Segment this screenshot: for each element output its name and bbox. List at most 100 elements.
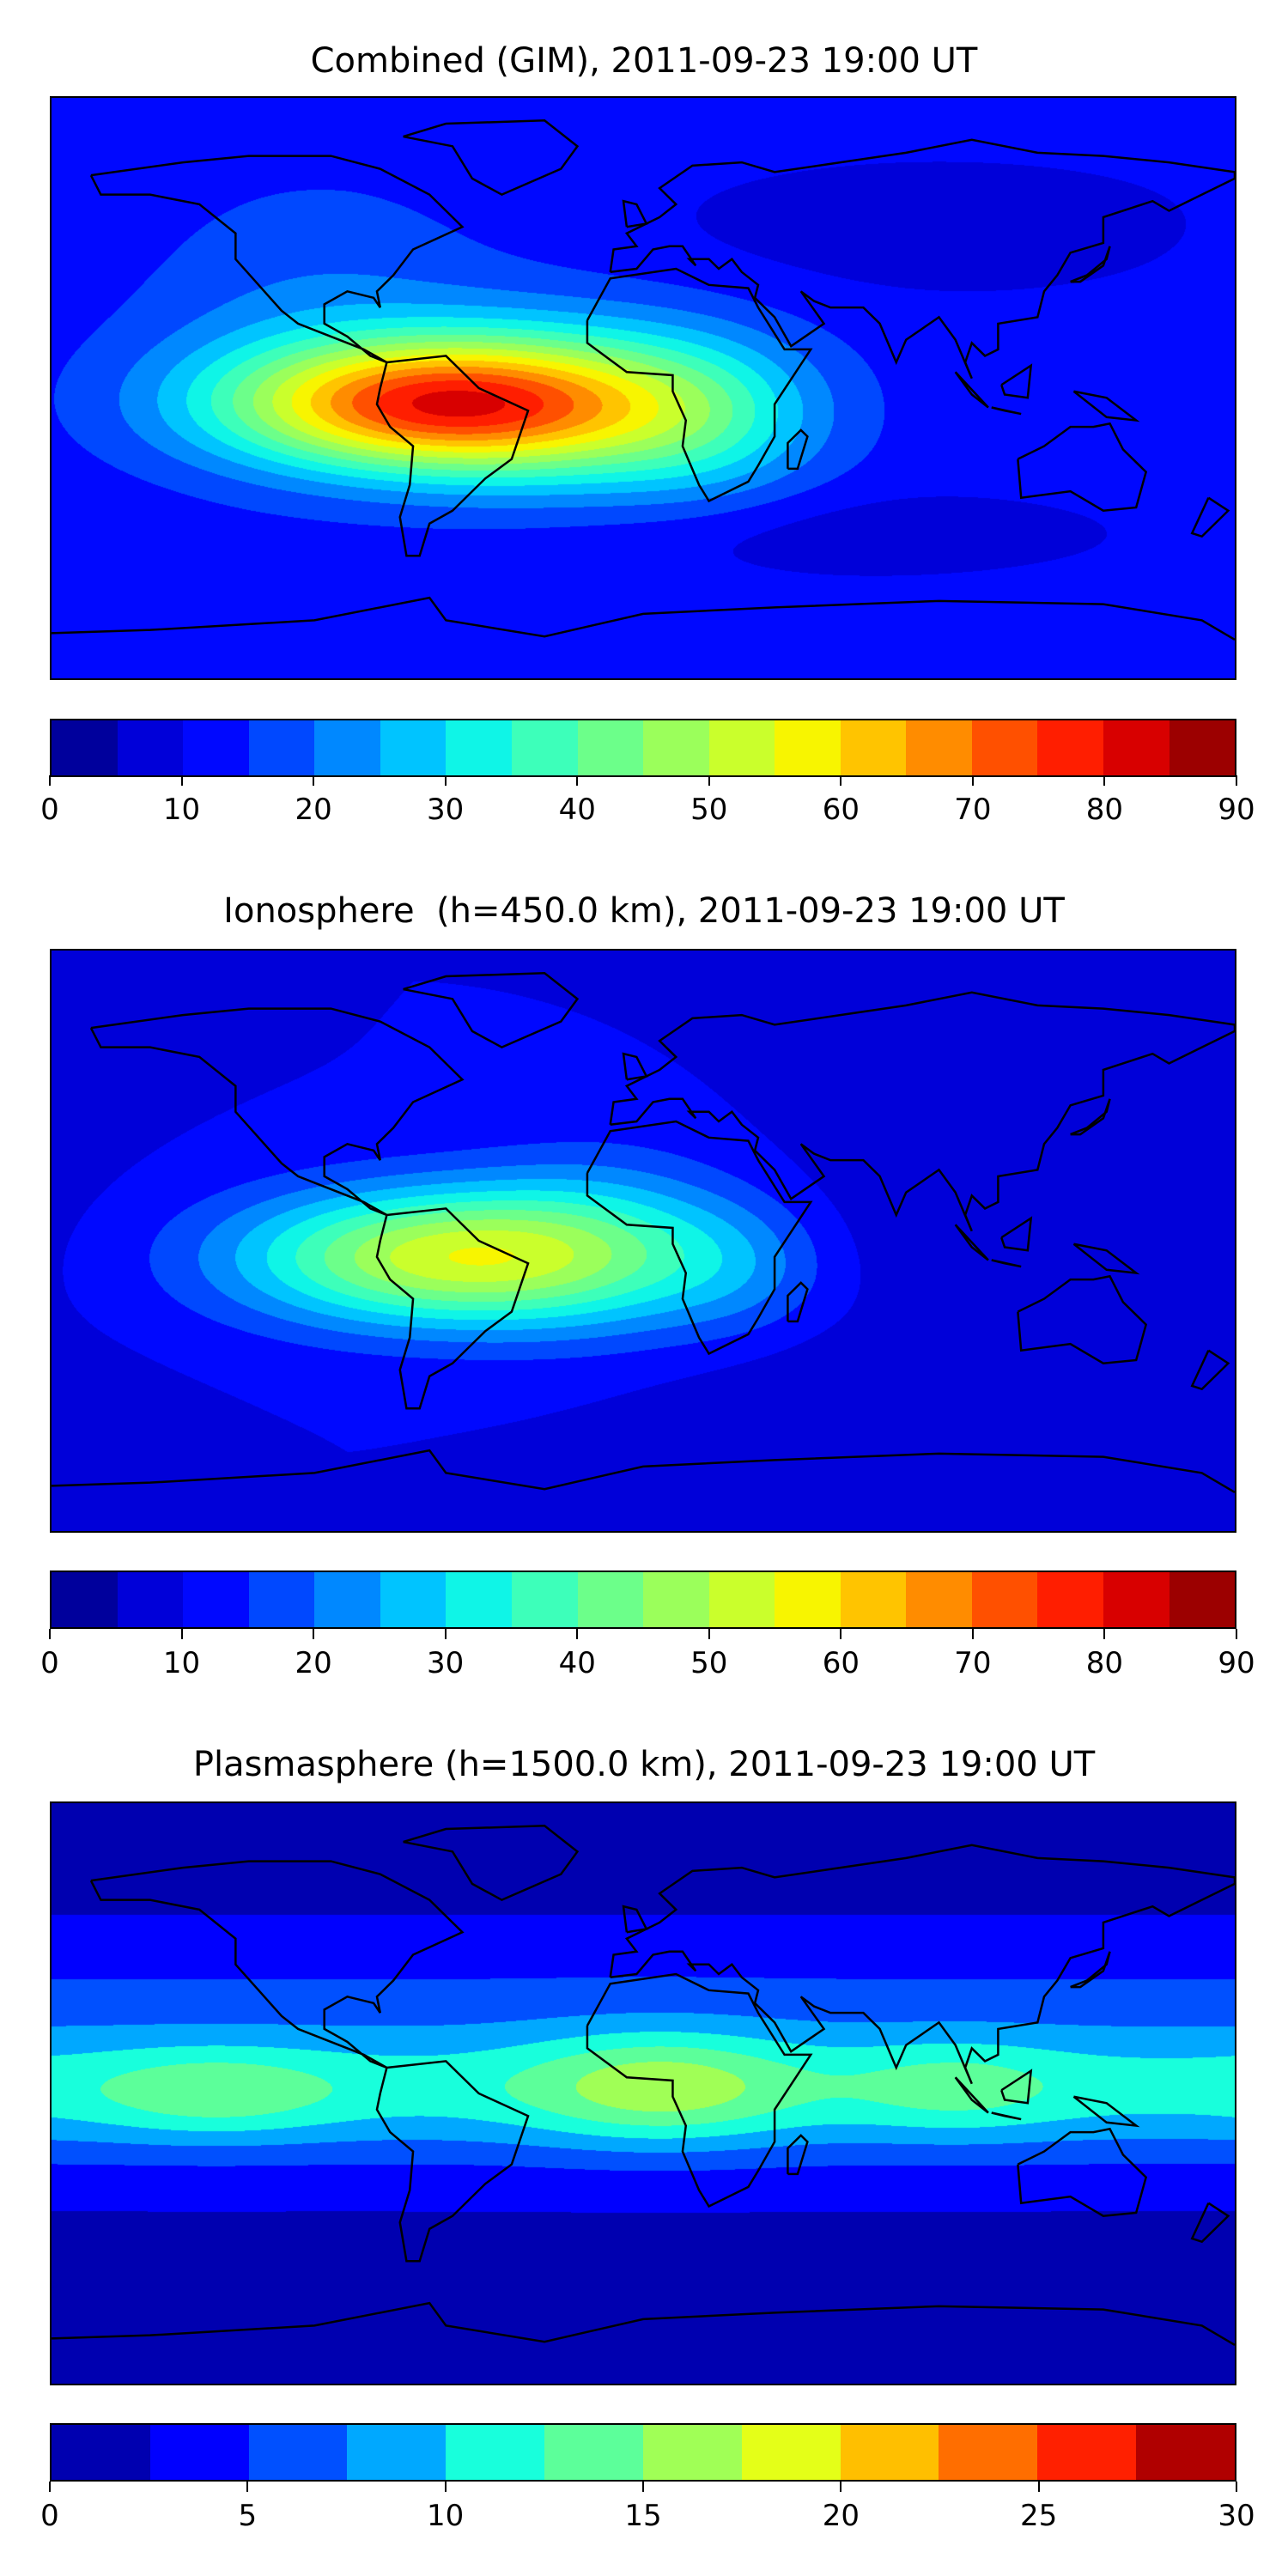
colorbar-tick [313,1629,315,1639]
colorbar-bin [446,720,512,775]
colorbar-tick-label: 10 [162,1646,201,1680]
colorbar-bin [248,1572,315,1627]
colorbar-bin [642,2425,742,2480]
colorbar-bin [840,1572,907,1627]
colorbar-tick [246,2482,249,2492]
colorbar-tick [971,775,974,786]
heatmap-field [52,98,1235,678]
colorbar-bin [52,1572,118,1627]
colorbar-bin [1169,720,1236,775]
coastline [992,1261,1021,1267]
coastline [623,1906,647,1932]
colorbar-tick [1236,1629,1237,1639]
colorbar-tick-label: 25 [1020,2499,1058,2533]
colorbar-tick-label: 70 [954,793,992,827]
map-ionosphere [50,949,1236,1533]
colorbar-tick-label: 30 [427,1646,465,1680]
colorbar-bin [544,2425,643,2480]
colorbar-tick-label: 40 [558,1646,596,1680]
colorbar-bin [775,1572,841,1627]
coastline [91,1009,463,1215]
colorbar-tick [1236,775,1237,786]
colorbar-tick [444,1629,447,1639]
coastline [1018,423,1145,510]
coastline [1073,392,1136,421]
colorbar-tick-label: 20 [822,2499,860,2533]
colorbar-bin [52,720,118,775]
colorbar-bin [577,1572,644,1627]
colorbar-tick [840,2482,842,2492]
panel-title-combined: Combined (GIM), 2011-09-23 19:00 UT [310,41,978,81]
colorbar-bin [643,1572,709,1627]
colorbar-tick [576,775,579,786]
colorbar-bin [511,1572,578,1627]
colorbar-tick [1103,1629,1106,1639]
coastline [377,2061,528,2261]
map-plasmasphere [50,1801,1236,2385]
coastline [1073,1244,1136,1273]
colorbar-tick [1236,2482,1237,2492]
coastline [611,1845,1235,2084]
coastline [587,269,811,501]
coastline [787,1283,807,1321]
colorbar-bin [1103,1572,1170,1627]
colorbar-tick [1037,2482,1040,2492]
coastline [1073,2097,1136,2126]
coastline [1001,2071,1030,2104]
colorbar-ticks-plasmasphere: 0 5 10 15 20 25 30 [40,2482,1255,2533]
colorbar-tick-label: 50 [690,1646,728,1680]
colorbar-bin [117,720,184,775]
colorbar-tick-label: 30 [1218,2499,1255,2533]
coastline [404,973,578,1047]
colorbar-tick [840,1629,842,1639]
coastline [1192,2203,1228,2242]
colorbar-tick [708,775,710,786]
panel-title-ionosphere: Ionosphere (h=450.0 km), 2011-09-23 19:0… [223,891,1065,931]
colorbar-bin [347,2425,447,2480]
colorbar-tick [576,1629,579,1639]
colorbar-bin [511,720,578,775]
colorbar-bin [446,2425,545,2480]
coastline [52,2303,1235,2345]
colorbar-bin [380,720,447,775]
colorbar-tick-label: 15 [624,2499,662,2533]
coastline [404,1826,578,1899]
map-combined [50,96,1236,680]
colorbar-tick-label: 70 [954,1646,992,1680]
colorbar-tick-label: 90 [1218,793,1255,827]
coastline [623,201,647,227]
colorbar-bin [741,2425,841,2480]
coastline [956,1224,988,1260]
colorbar-bin [446,1572,512,1627]
coastline [52,1450,1235,1492]
colorbar-bin [183,1572,249,1627]
coastline [1018,2129,1145,2215]
coastline [787,2136,807,2174]
colorbar-bin [708,720,775,775]
colorbar-bin [117,1572,184,1627]
coastline [52,598,1235,640]
colorbar-tick-label: 0 [40,793,59,827]
colorbar-bin [183,720,249,775]
coastline [377,355,528,556]
colorbar-bin [840,720,907,775]
colorbar-tick [971,1629,974,1639]
colorbar-tick [49,1629,51,1639]
coastline [404,120,578,194]
colorbar-bin [840,2425,939,2480]
coastline [956,372,988,407]
colorbar-bin [906,720,972,775]
coastline [623,1054,647,1079]
coastline [91,156,463,362]
colorbar-tick [313,775,315,786]
colorbar-tick-label: 20 [295,1646,332,1680]
coastline [91,1862,463,2068]
coastline [611,993,1235,1231]
colorbar-ticks-combined: 0 10 20 30 40 50 60 70 80 90 [40,775,1255,827]
colorbar-ticks-ionosphere: 0 10 20 30 40 50 60 70 80 90 [40,1629,1255,1680]
colorbar-plasmasphere [50,2423,1236,2482]
colorbar-tick [444,2482,447,2492]
coastline [1018,1276,1145,1363]
colorbar-bin [380,1572,447,1627]
colorbar-bin [248,2425,348,2480]
